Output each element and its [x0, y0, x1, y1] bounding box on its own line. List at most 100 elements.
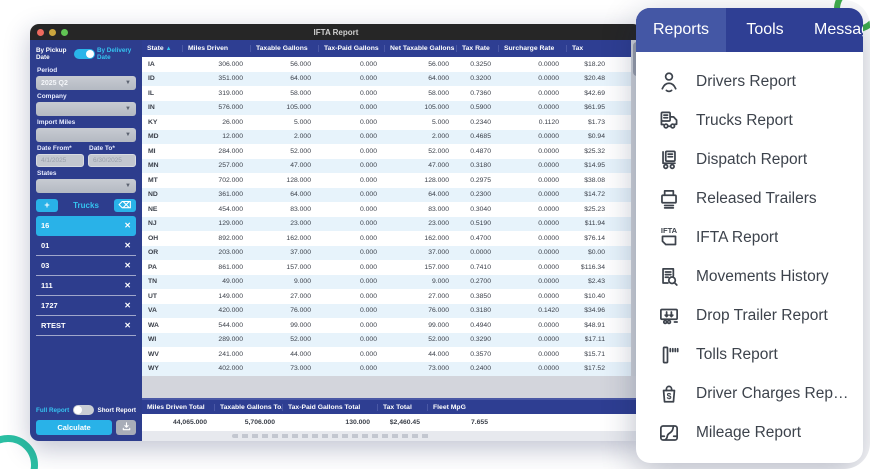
value-cell: 0.0000	[538, 133, 559, 141]
tab-tools[interactable]: Tools	[746, 21, 784, 38]
column-header-surcharge-rate[interactable]: Surcharge Rate	[498, 45, 566, 52]
value-cell: 128.000	[424, 176, 449, 184]
horizontal-scrollbar[interactable]	[142, 431, 642, 441]
menu-item-trucks-report[interactable]: Trucks Report	[656, 101, 863, 140]
value-cell: 0.0000	[538, 191, 559, 199]
value-cell: 0.0000	[538, 350, 559, 358]
remove-truck-icon[interactable]: ✕	[124, 281, 131, 290]
column-header-miles-driven[interactable]: Miles Driven	[182, 45, 250, 52]
report-type-toggle[interactable]	[72, 405, 94, 415]
tab-messaging[interactable]: Messaging	[814, 21, 863, 38]
released-trailers-icon	[656, 186, 682, 212]
menu-item-drivers-report[interactable]: Drivers Report	[656, 62, 863, 101]
zoom-window-icon[interactable]	[61, 28, 68, 36]
column-header-state[interactable]: State ▲	[147, 45, 172, 52]
value-cell: 52.000	[290, 336, 311, 344]
remove-truck-icon[interactable]: ✕	[124, 301, 131, 310]
window-title: IFTA Report	[313, 27, 359, 37]
period-select[interactable]: 2025 Q2 ▼	[36, 76, 136, 90]
truck-item[interactable]: 01 ✕	[36, 236, 136, 256]
value-cell: 0.0000	[538, 365, 559, 373]
menu-item-label: Dispatch Report	[696, 150, 808, 168]
totals-header-cell: Miles Driven Total	[147, 403, 205, 411]
state-cell: MN	[148, 162, 159, 170]
menu-item-dispatch-report[interactable]: Dispatch Report	[656, 140, 863, 179]
value-cell: 0.0000	[538, 147, 559, 155]
tab-reports[interactable]: Reports	[636, 8, 726, 52]
value-cell: 0.0000	[538, 75, 559, 83]
value-cell: 0.000	[359, 162, 377, 170]
value-cell: 0.3180	[470, 162, 491, 170]
remove-truck-icon[interactable]: ✕	[124, 241, 131, 250]
menu-item-mileage-report[interactable]: Mileage Report	[656, 413, 863, 452]
truck-item[interactable]: 16 ✕	[36, 216, 136, 236]
value-cell: 319.000	[218, 89, 243, 97]
menu-item-label: IFTA Report	[696, 228, 779, 246]
export-report-button[interactable]	[116, 420, 136, 435]
date-from-input[interactable]: 4/1/2025	[36, 154, 84, 167]
menu-item-driver-charges-rep[interactable]: $ Driver Charges Rep…	[656, 374, 863, 413]
horizontal-scrollbar-thumb[interactable]	[232, 434, 432, 438]
table-row: NE 454.000 83.000 0.000 83.000 0.3040 0.0000 $2…	[142, 202, 642, 217]
table-row: WI 289.000 52.000 0.000 52.000 0.3290 0.0000 $1…	[142, 332, 642, 347]
clear-trucks-button[interactable]: ⌫	[113, 199, 136, 212]
ifta-report-window: IFTA Report By Pickup Date By Delivery D…	[30, 24, 642, 441]
value-cell: $20.48	[584, 75, 605, 83]
truck-item[interactable]: 111 ✕	[36, 276, 136, 296]
value-cell: 420.000	[218, 307, 243, 315]
value-cell: 306.000	[218, 60, 243, 68]
calculate-button[interactable]: Calculate	[36, 420, 112, 435]
truck-item-label: 01	[41, 241, 50, 250]
value-cell: 27.000	[428, 292, 449, 300]
truck-item[interactable]: RTEST ✕	[36, 316, 136, 336]
states-select[interactable]: ▼	[36, 179, 136, 193]
remove-truck-icon[interactable]: ✕	[124, 221, 131, 230]
driver-charges-icon: $	[656, 381, 682, 407]
column-header-tax-paid-gallons[interactable]: Tax-Paid Gallons	[318, 45, 384, 52]
menu-item-tolls-report[interactable]: Tolls Report	[656, 335, 863, 374]
value-cell: 76.000	[428, 307, 449, 315]
date-mode-toggle[interactable]	[73, 49, 95, 59]
filters-sidebar: By Pickup Date By Delivery Date Period 2…	[30, 40, 142, 441]
value-cell: $42.69	[584, 89, 605, 97]
value-cell: 0.4685	[470, 133, 491, 141]
totals-value-cell: 7.655	[470, 419, 488, 426]
full-report-label: Full Report	[36, 406, 70, 414]
column-header-tax[interactable]: Tax	[566, 45, 612, 52]
value-cell: 99.000	[290, 321, 311, 329]
menu-item-ifta-report[interactable]: IFTA IFTA Report	[656, 218, 863, 257]
menu-item-released-trailers[interactable]: Released Trailers	[656, 179, 863, 218]
value-cell: 402.000	[218, 365, 243, 373]
truck-icon	[656, 108, 682, 134]
value-cell: 0.2300	[470, 191, 491, 199]
value-cell: 0.0000	[538, 220, 559, 228]
value-cell: 44.000	[428, 350, 449, 358]
value-cell: 0.000	[359, 205, 377, 213]
column-header-taxable-gallons[interactable]: Taxable Gallons	[250, 45, 318, 52]
date-to-input[interactable]: 6/30/2025	[88, 154, 136, 167]
company-label: Company	[37, 93, 67, 100]
totals-value-cell: 44,065.000	[172, 419, 207, 426]
menu-item-drop-trailer-report[interactable]: Drop Trailer Report	[656, 296, 863, 335]
value-cell: 157.000	[424, 263, 449, 271]
value-cell: 64.000	[290, 75, 311, 83]
close-window-icon[interactable]	[37, 28, 44, 36]
value-cell: $34.96	[584, 307, 605, 315]
remove-truck-icon[interactable]: ✕	[124, 321, 131, 330]
import-miles-select[interactable]: ▼	[36, 128, 136, 142]
value-cell: 9.000	[431, 278, 449, 286]
company-select[interactable]: ▼	[36, 102, 136, 116]
minimize-window-icon[interactable]	[49, 28, 56, 36]
column-header-net-taxable-gallons[interactable]: Net Taxable Gallons	[384, 45, 456, 52]
state-cell: VA	[148, 307, 157, 315]
value-cell: 5.000	[293, 118, 311, 126]
remove-truck-icon[interactable]: ✕	[124, 261, 131, 270]
truck-item[interactable]: 03 ✕	[36, 256, 136, 276]
value-cell: 0.3250	[470, 60, 491, 68]
column-header-tax-rate[interactable]: Tax Rate	[456, 45, 498, 52]
driver-icon	[656, 69, 682, 95]
menu-item-label: Drop Trailer Report	[696, 306, 828, 324]
truck-item[interactable]: 1727 ✕	[36, 296, 136, 316]
menu-item-movements-history[interactable]: Movements History	[656, 257, 863, 296]
add-truck-button[interactable]: +	[36, 199, 58, 212]
